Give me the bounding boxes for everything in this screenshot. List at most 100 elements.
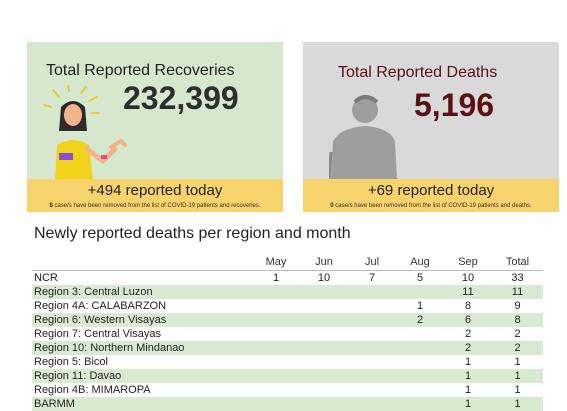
cell-region: Region 6: Western Visayas [32,313,252,327]
cell-jun [300,397,348,411]
cell-jul [348,341,396,355]
cell-sep: 2 [444,341,492,355]
cell-total: 11 [492,285,543,299]
cell-may: 1 [252,271,300,286]
cell-may [252,369,300,383]
cell-sep: 10 [444,271,492,286]
cell-region: Region 4A: CALABARZON [32,299,252,313]
cell-total: 1 [492,383,543,397]
column-header-may: May [252,254,300,271]
cell-jul [348,285,396,299]
recovered-person-illustration [41,85,141,181]
cell-may [252,299,300,313]
cell-total: 33 [492,271,543,286]
cell-sep: 1 [444,369,492,383]
column-header-jun: Jun [300,254,348,271]
deceased-person-silhouette [329,92,399,180]
cell-sep: 11 [444,285,492,299]
deaths-note-text: case/s have been removed from the list o… [334,203,532,209]
deaths-total: 5,196 [414,87,494,124]
cell-region: Region 5: Bicol [32,355,252,369]
cell-total: 9 [492,299,543,313]
cell-may [252,397,300,411]
cell-aug [396,285,444,299]
column-header-jul: Jul [348,254,396,271]
cell-region: Region 4B: MIMAROPA [32,383,252,397]
cell-sep: 1 [444,397,492,411]
cell-may [252,383,300,397]
cell-jun [300,327,348,341]
deaths-title: Total Reported Deaths [338,64,497,82]
cell-jul [348,383,396,397]
cell-aug [396,341,444,355]
deaths-today: +69 reported today [303,182,559,199]
cell-total: 1 [492,369,543,383]
cell-may [252,327,300,341]
cell-may [252,341,300,355]
deaths-footer: +69 reported today 0 case/s have been re… [303,179,559,212]
recoveries-note-text: case/s have been removed from the list o… [53,203,261,209]
cell-sep: 1 [444,355,492,369]
recoveries-card: Total Reported Recoveries 232,399 +494 r… [27,42,283,212]
cell-jun [300,313,348,327]
cell-jun [300,341,348,355]
deaths-by-region-title: Newly reported deaths per region and mon… [34,225,351,243]
column-header-aug: Aug [396,254,444,271]
cell-aug: 5 [396,271,444,286]
cell-jul [348,397,396,411]
recoveries-note: 8 case/s have been removed from the list… [27,203,283,209]
cell-may [252,355,300,369]
deaths-note: 0 case/s have been removed from the list… [303,203,559,209]
cell-aug: 1 [396,299,444,313]
cell-jul [348,299,396,313]
cell-jul [348,327,396,341]
cell-jun [300,355,348,369]
cell-jun: 10 [300,271,348,286]
cell-jul [348,369,396,383]
cell-aug: 2 [396,313,444,327]
cell-sep: 2 [444,327,492,341]
table-header-row: May Jun Jul Aug Sep Total [32,254,543,271]
cell-total: 1 [492,355,543,369]
cell-region: Region 10: Northern Mindanao [32,341,252,355]
cell-aug [396,369,444,383]
cell-total: 1 [492,397,543,411]
column-header-total: Total [492,254,543,271]
cell-jul [348,313,396,327]
cell-total: 2 [492,327,543,341]
cell-sep: 1 [444,383,492,397]
cell-aug [396,355,444,369]
cell-jun [300,285,348,299]
recoveries-today: +494 reported today [27,182,283,199]
cell-total: 8 [492,313,543,327]
column-header-region [32,254,252,271]
cell-may [252,313,300,327]
cell-sep: 8 [444,299,492,313]
cell-region: Region 11: Davao [32,369,252,383]
cell-may [252,285,300,299]
cell-aug [396,383,444,397]
cell-total: 2 [492,341,543,355]
cell-jul [348,355,396,369]
cell-jun [300,299,348,313]
cell-sep: 6 [444,313,492,327]
cell-aug [396,327,444,341]
cell-aug [396,397,444,411]
cell-region: BARMM [32,397,252,411]
cell-region: NCR [32,271,252,286]
cell-region: Region 7: Central Visayas [32,327,252,341]
cell-jun [300,383,348,397]
cell-jun [300,369,348,383]
